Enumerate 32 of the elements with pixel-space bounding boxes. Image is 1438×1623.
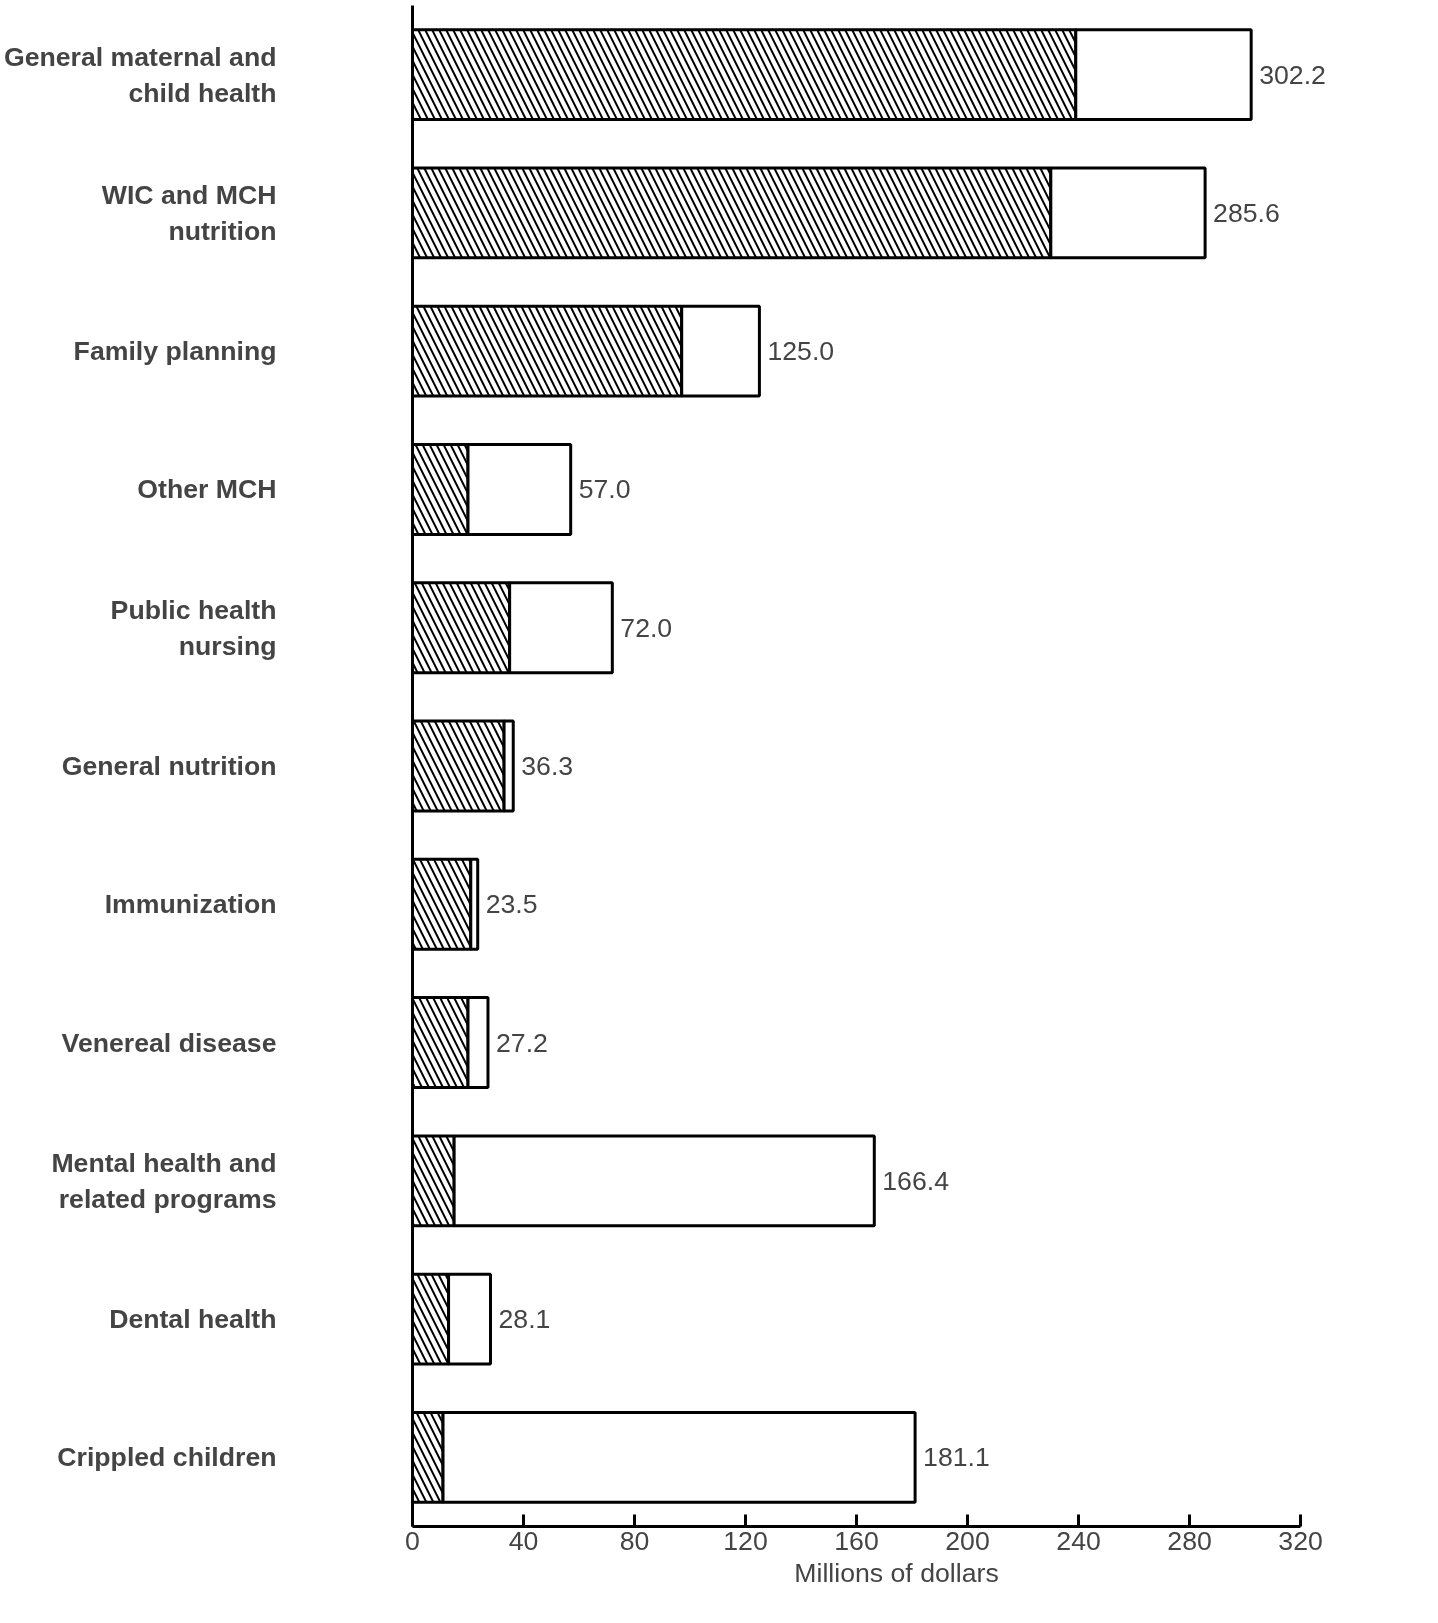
x-tick-label: 120 [723,1525,768,1556]
total-label: 36.3 [521,751,574,781]
x-tick-label: 0 [405,1525,420,1556]
x-tick-label: 80 [619,1525,650,1556]
x-tick-label: 320 [1278,1525,1323,1556]
total-label: 28.1 [498,1304,551,1335]
total-label: 285.6 [1213,197,1280,228]
y-tick-label: Immunization [104,889,277,920]
total-label: 72.0 [620,612,673,643]
total-label: 23.5 [485,889,538,920]
x-tick-label: 200 [945,1525,990,1556]
x-tick-label: 160 [834,1525,879,1556]
y-tick-label: Family planning [73,336,277,367]
total-label: 166.4 [882,1165,950,1196]
total-label: 125.0 [767,336,835,367]
x-axis-title: Millions of dollars [794,1557,999,1588]
y-tick-label: Mental health and related programs [51,1147,277,1214]
y-tick-label: WIC and MCH nutrition [101,179,277,246]
x-tick-label: 280 [1167,1525,1212,1556]
y-tick-label: General nutrition [61,751,277,781]
y-tick-label: Dental health [109,1304,277,1335]
total-label: 27.2 [495,1027,548,1058]
total-label: 181.1 [923,1442,990,1473]
y-tick-label: Venereal disease [61,1027,277,1058]
y-tick-label: Public health nursing [110,594,277,661]
y-tick-label: Crippled children [57,1442,277,1473]
total-label: 302.2 [1259,59,1326,90]
y-tick-label: Other MCH [137,474,277,505]
x-tick-label: 240 [1056,1525,1101,1556]
x-tick-label: 40 [508,1525,539,1556]
y-tick-label: General maternal and child health [3,41,277,108]
total-label: 57.0 [578,474,631,505]
